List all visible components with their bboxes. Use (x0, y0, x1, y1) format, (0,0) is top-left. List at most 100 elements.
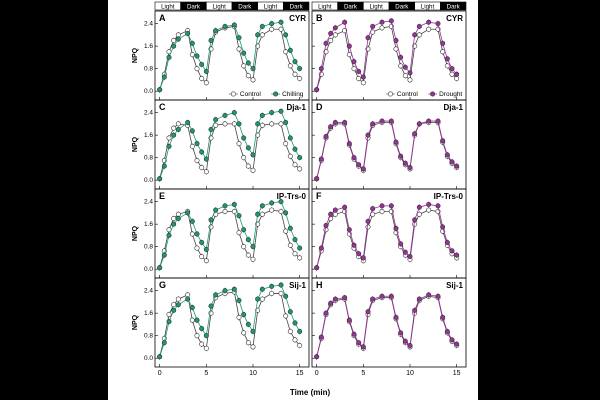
data-point (407, 77, 413, 83)
data-point (323, 223, 329, 229)
data-point (175, 302, 181, 308)
data-point (416, 211, 422, 217)
y-tick-label: 2.4 (144, 21, 153, 28)
panel-letter: D (316, 102, 323, 112)
legend-label: Drought (439, 91, 462, 98)
light-dark-bar: Light Dark Light Dark Light Dark Light Dark Ligh… (154, 1, 467, 11)
data-point (412, 307, 418, 313)
data-point (269, 21, 275, 27)
y-tick-label: 0.8 (144, 66, 153, 73)
data-point (194, 231, 200, 237)
data-point (426, 118, 432, 124)
x-tick-label: 15 (296, 370, 304, 377)
data-point (259, 112, 265, 118)
light-bar-label: Dark (290, 4, 304, 11)
data-point (171, 216, 177, 222)
data-point (203, 80, 209, 86)
data-point (370, 23, 376, 29)
data-point (241, 330, 247, 336)
data-point (393, 139, 399, 145)
data-point (292, 337, 298, 343)
data-point (166, 54, 172, 60)
data-point (203, 156, 209, 162)
data-point (292, 59, 298, 65)
data-point (175, 121, 181, 127)
data-point (292, 146, 298, 152)
data-point (435, 21, 441, 27)
panel-letter: B (316, 13, 323, 23)
data-point (199, 76, 205, 82)
panel-letter: C (159, 102, 166, 112)
data-point (175, 216, 181, 222)
data-point (342, 295, 348, 301)
data-point (402, 249, 408, 255)
data-point (328, 124, 334, 130)
data-point (245, 321, 251, 327)
chilling-series (157, 108, 303, 182)
data-point (351, 331, 357, 337)
y-tick-label: 1.6 (144, 43, 153, 50)
data-point (351, 242, 357, 248)
legend-label: Control (397, 91, 419, 98)
legend-label: Control (240, 91, 262, 98)
data-point (426, 207, 432, 213)
data-point (161, 163, 167, 169)
data-point (236, 35, 242, 41)
data-point (379, 203, 385, 209)
control-series (157, 120, 303, 182)
data-point (416, 23, 422, 29)
data-point (346, 43, 352, 49)
data-point (236, 230, 242, 236)
data-point (245, 340, 251, 346)
data-point (342, 119, 348, 125)
data-point (332, 207, 338, 213)
data-point (269, 283, 275, 289)
data-point (245, 73, 251, 79)
data-point (250, 344, 256, 350)
data-point (269, 110, 275, 116)
data-point (393, 225, 399, 231)
data-point (388, 293, 394, 299)
data-point (318, 66, 324, 72)
data-point (231, 208, 237, 214)
data-point (356, 340, 362, 346)
legend-marker (430, 91, 436, 97)
data-point (287, 47, 293, 53)
data-point (407, 70, 413, 76)
panel-letter: F (316, 191, 322, 201)
data-point (314, 265, 320, 271)
panel-genotype: Dja-1 (443, 103, 463, 112)
data-point (213, 207, 219, 213)
data-point (435, 293, 441, 299)
data-point (318, 334, 324, 340)
data-point (194, 66, 200, 72)
data-point (166, 143, 172, 149)
data-point (269, 290, 275, 296)
data-point (407, 254, 413, 260)
data-point (250, 167, 256, 173)
panel-genotype: Sij-1 (289, 281, 306, 290)
data-point (328, 30, 334, 36)
panel-genotype: IP-Trs-0 (434, 192, 464, 201)
data-point (402, 160, 408, 166)
data-point (189, 231, 195, 237)
y-tick-label: 2.4 (144, 288, 153, 295)
data-point (449, 248, 455, 254)
data-point (208, 217, 214, 223)
data-point (398, 54, 404, 60)
data-point (398, 241, 404, 247)
data-point (398, 153, 404, 159)
data-point (370, 121, 376, 127)
data-point (435, 118, 441, 124)
data-point (283, 313, 289, 319)
chilling-series (157, 198, 303, 271)
light-bar-label: Light (421, 4, 435, 11)
data-point (370, 296, 376, 302)
data-point (222, 23, 228, 29)
data-point (194, 157, 200, 163)
panel-frame (154, 277, 310, 368)
data-point (278, 208, 284, 214)
data-point (231, 121, 237, 127)
data-point (222, 203, 228, 209)
data-point (416, 121, 422, 127)
